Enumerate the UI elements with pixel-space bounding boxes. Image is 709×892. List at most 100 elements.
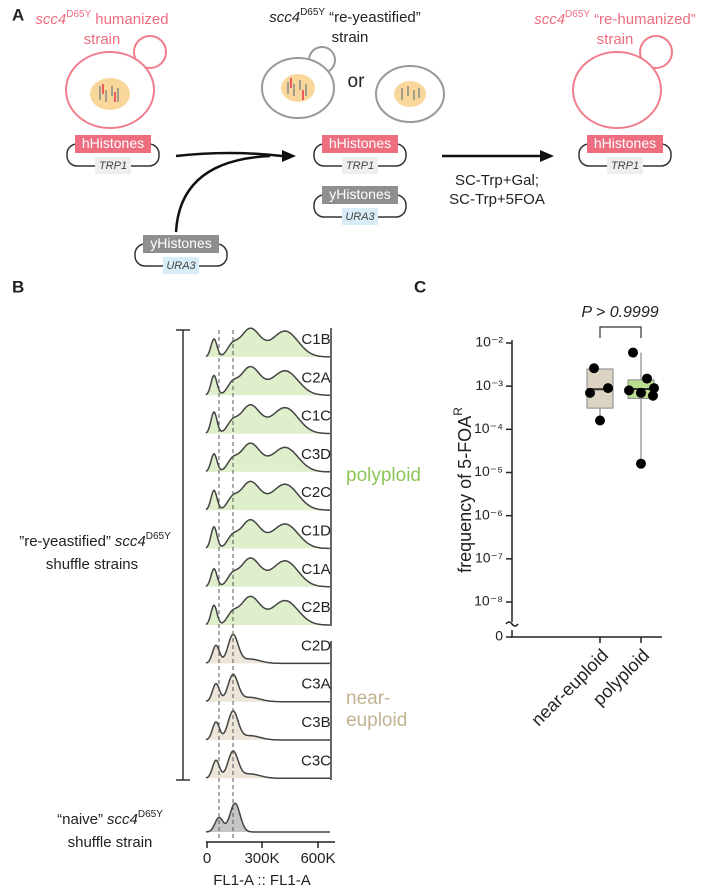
sample-label: C1B (301, 331, 330, 348)
group-label: euploid (346, 710, 407, 731)
y-tick-label: 10⁻⁶ (474, 506, 503, 522)
y-axis-label: frequency of 5-FOAR (451, 407, 475, 573)
insert-box (322, 186, 398, 204)
histogram (206, 481, 330, 511)
data-point (603, 383, 613, 394)
histogram (206, 803, 330, 832)
descriptor: “re-humanized” (594, 11, 696, 28)
histogram-outline (205, 750, 330, 780)
histogram (206, 596, 330, 626)
data-point (649, 383, 659, 394)
descriptor: “re-yeastified” (329, 9, 421, 26)
significance-bracket (599, 326, 642, 338)
marker-box (342, 208, 378, 225)
annotation: P > 0.9999 (581, 304, 658, 321)
strain-label: strain (332, 29, 369, 46)
insert-box (587, 135, 663, 153)
y-tick-label: 10⁻² (475, 334, 503, 350)
arrows (174, 151, 540, 233)
group-label: near- (346, 688, 390, 709)
data-point (624, 385, 634, 396)
sample-label: C3B (301, 714, 330, 731)
marker-box (163, 257, 199, 274)
data-point (648, 390, 658, 401)
y-tick-label: 0 (495, 628, 503, 644)
x-tick-label: 0 (203, 850, 211, 867)
histogram-outline (205, 595, 330, 626)
allele: D65Y (66, 9, 91, 20)
or-label: or (348, 71, 366, 92)
insert-box (322, 135, 398, 153)
marker-label: URA3 (345, 211, 375, 223)
data-point (636, 458, 646, 469)
insert-label: hHistones (82, 135, 144, 151)
histogram (206, 443, 330, 472)
y-axis-label-text: frequency of 5-FOA (455, 416, 475, 573)
y-tick-label: 10⁻³ (475, 377, 503, 393)
group-label: polyploid (346, 465, 421, 486)
x-tick-label: 600K (300, 850, 335, 867)
prefix: ”re-yeastified” (19, 533, 111, 550)
panel-label: C (414, 277, 426, 296)
chromosomes (99, 78, 420, 102)
insert-label: hHistones (594, 135, 656, 151)
condition: SC-Trp+Gal; (455, 172, 539, 189)
gene: scc4 (35, 11, 66, 28)
axis-break (505, 621, 519, 627)
gene: scc4 (107, 811, 138, 828)
sample-label: C1A (301, 561, 330, 578)
marker-label: TRP1 (611, 160, 639, 172)
marker-box (95, 157, 131, 174)
marker-label: TRP1 (99, 160, 127, 172)
bracket (176, 329, 190, 781)
y-tick-label: 10⁻⁸ (474, 593, 503, 609)
naive-label: “naive” scc4D65Y (57, 809, 163, 828)
histogram (206, 366, 330, 396)
data-point (589, 363, 599, 374)
y-tick-label: 10⁻⁴ (474, 420, 503, 436)
histogram-outline (205, 365, 330, 396)
sample-label: C1D (301, 522, 331, 539)
gene: scc4 (534, 11, 565, 28)
y-axis-label-sup: R (451, 407, 465, 416)
histogram-outline (205, 673, 330, 703)
histogram (206, 404, 330, 434)
y-tick-label: 10⁻⁵ (474, 463, 503, 479)
strain-group-label: shuffle strains (46, 556, 138, 573)
data-point (642, 373, 652, 384)
yeast-cell (65, 35, 673, 129)
insert-label: yHistones (150, 235, 211, 251)
x-tick-label: 300K (244, 850, 279, 867)
allele: D65Y (138, 809, 163, 820)
histogram-outline (205, 442, 330, 473)
gene: scc4 (269, 9, 300, 26)
allele: D65Y (565, 9, 590, 20)
data-point (595, 415, 605, 426)
data-point (585, 387, 595, 398)
histogram-outline (205, 480, 330, 511)
strain-label: strain (84, 31, 121, 48)
histogram (206, 328, 330, 357)
strain-label: scc4D65Y “re-yeastified” (269, 7, 421, 26)
condition: SC-Trp+5FOA (449, 191, 545, 208)
marker-box (342, 157, 378, 174)
panel-label: A (12, 5, 24, 24)
histogram-outline (205, 802, 330, 833)
allele: D65Y (300, 7, 325, 18)
sample-label: C1C (301, 408, 331, 425)
sample-label: C3A (301, 676, 330, 693)
descriptor: humanized (95, 11, 168, 28)
insert-box (75, 135, 151, 153)
strain-label: scc4D65Y humanized (35, 9, 168, 28)
histogram-outline (205, 557, 330, 588)
histogram (206, 558, 330, 587)
sample-label: C2A (301, 369, 330, 386)
sample-label: C3C (301, 752, 331, 769)
marker-box (607, 157, 643, 174)
insert-box (143, 235, 219, 253)
histogram-outline (205, 404, 330, 435)
sample-label: C2D (301, 637, 331, 654)
strain-label: scc4D65Y “re-humanized” (534, 9, 696, 28)
